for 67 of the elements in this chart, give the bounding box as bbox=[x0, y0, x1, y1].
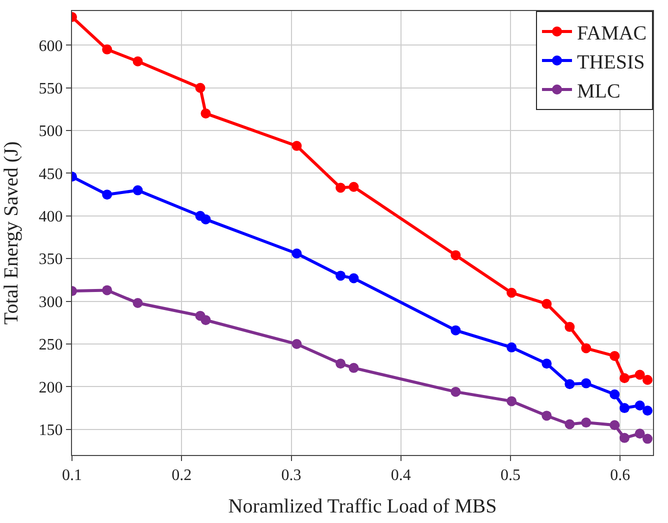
point bbox=[292, 140, 302, 151]
point bbox=[102, 44, 112, 54]
y-tick-label: 150 bbox=[38, 422, 63, 439]
x-tick-label: 0.1 bbox=[62, 467, 82, 484]
y-tick-label: 400 bbox=[38, 208, 63, 226]
legend-label: MLC bbox=[577, 80, 620, 102]
x-tick-label: 0.3 bbox=[281, 467, 302, 484]
legend-label: FAMAC bbox=[577, 22, 647, 44]
y-axis-title: Total Energy Saved (J) bbox=[0, 141, 22, 325]
point bbox=[450, 386, 461, 397]
point bbox=[336, 182, 346, 193]
y-tick-label: 250 bbox=[38, 336, 63, 354]
y-tick-label: 600 bbox=[38, 38, 63, 55]
point bbox=[564, 379, 575, 390]
point bbox=[581, 343, 592, 354]
point bbox=[581, 378, 592, 388]
point bbox=[336, 270, 346, 281]
point bbox=[564, 322, 575, 332]
point bbox=[581, 418, 592, 428]
point bbox=[634, 428, 645, 439]
point bbox=[542, 298, 552, 309]
y-tick-label: 450 bbox=[38, 166, 63, 183]
point bbox=[200, 214, 211, 224]
point bbox=[634, 370, 645, 380]
y-tick-label: 350 bbox=[38, 251, 63, 268]
point bbox=[642, 374, 653, 385]
point bbox=[132, 298, 143, 308]
y-tick-label: 550 bbox=[38, 80, 63, 98]
legend-label: THESIS bbox=[577, 51, 645, 74]
point bbox=[292, 248, 302, 258]
point bbox=[450, 325, 461, 336]
point bbox=[102, 190, 112, 200]
point bbox=[564, 419, 575, 430]
x-tick-label: 0.6 bbox=[610, 467, 630, 484]
point bbox=[610, 420, 620, 430]
point bbox=[620, 432, 630, 443]
y-tick-label: 500 bbox=[38, 123, 63, 140]
x-tick-label: 0.5 bbox=[500, 467, 520, 484]
x-axis-title: Noramlized Traffic Load of MBS bbox=[228, 496, 497, 518]
point bbox=[610, 389, 620, 400]
point bbox=[506, 288, 517, 298]
point bbox=[200, 108, 211, 118]
point bbox=[506, 396, 517, 406]
point bbox=[610, 350, 620, 361]
point bbox=[200, 315, 211, 326]
point bbox=[642, 406, 653, 416]
point bbox=[336, 358, 346, 369]
x-tick-label: 0.2 bbox=[172, 467, 192, 484]
point bbox=[634, 400, 645, 410]
y-tick-label: 300 bbox=[38, 294, 63, 311]
point bbox=[542, 410, 552, 421]
point bbox=[348, 362, 359, 373]
point bbox=[132, 185, 143, 196]
point bbox=[292, 339, 302, 349]
point bbox=[542, 358, 552, 369]
y-tick-label: 200 bbox=[38, 379, 63, 396]
point bbox=[348, 182, 359, 192]
point bbox=[132, 56, 143, 66]
point bbox=[102, 285, 112, 296]
point bbox=[620, 403, 630, 414]
point bbox=[642, 434, 653, 444]
point bbox=[450, 250, 461, 260]
point bbox=[348, 273, 359, 284]
point bbox=[195, 82, 206, 93]
x-tick-label: 0.4 bbox=[390, 467, 411, 484]
point bbox=[620, 373, 630, 384]
point bbox=[506, 342, 517, 352]
